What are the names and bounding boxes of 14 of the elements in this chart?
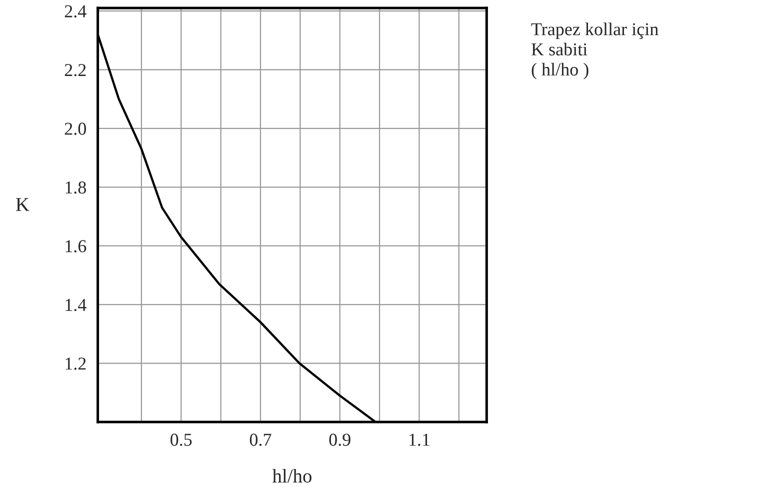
y-tick-label: 1.4 <box>66 298 86 312</box>
x-tick-label: 0.5 <box>170 434 192 446</box>
x-tick-label: 0.7 <box>250 434 272 446</box>
y-tick-label: 1.2 <box>66 358 86 370</box>
x-tick-label: 0.9 <box>329 434 350 446</box>
y-tick-label: 2.0 <box>64 122 86 135</box>
y-tick-label: 2.4 <box>64 5 86 18</box>
y-tick-label: 1.8 <box>66 181 86 194</box>
x-tick-label: 1.1 <box>410 434 430 446</box>
text: Trapez kollar için K sabiti ( hl/ho ) <box>531 22 658 80</box>
y-tick-label: 2.2 <box>64 64 86 76</box>
y-tick-label: 1.6 <box>66 240 86 252</box>
x-axis-title: hl/ho <box>272 468 312 483</box>
y-axis-title: K <box>16 198 30 211</box>
